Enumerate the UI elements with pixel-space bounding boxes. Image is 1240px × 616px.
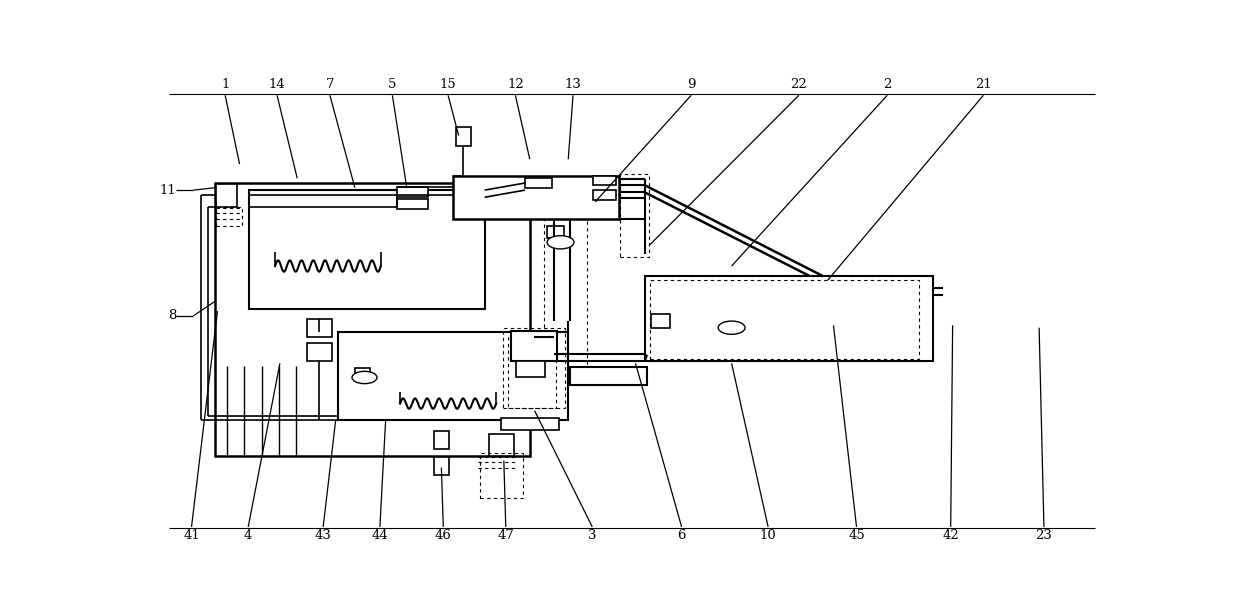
Bar xyxy=(490,434,515,456)
Bar xyxy=(651,314,670,328)
Bar xyxy=(306,319,332,337)
Bar xyxy=(501,418,558,430)
Bar xyxy=(355,368,371,378)
Text: 10: 10 xyxy=(760,529,776,542)
Circle shape xyxy=(718,321,745,334)
Text: 41: 41 xyxy=(184,529,200,542)
Bar xyxy=(306,343,332,361)
Text: 44: 44 xyxy=(372,529,388,542)
Text: 13: 13 xyxy=(564,78,582,91)
Bar xyxy=(525,178,552,188)
Bar xyxy=(216,207,243,225)
Text: 7: 7 xyxy=(326,78,334,91)
Text: 15: 15 xyxy=(440,78,456,91)
Text: 5: 5 xyxy=(388,78,397,91)
Bar xyxy=(593,176,616,185)
Text: 3: 3 xyxy=(588,529,596,542)
Bar xyxy=(456,127,471,146)
Text: 47: 47 xyxy=(497,529,515,542)
Text: 8: 8 xyxy=(167,309,176,322)
Bar xyxy=(547,225,564,238)
Bar xyxy=(593,190,616,200)
Bar xyxy=(249,190,485,309)
Text: 23: 23 xyxy=(1035,529,1053,542)
Text: 1: 1 xyxy=(221,78,229,91)
Bar xyxy=(516,361,546,378)
Bar xyxy=(434,456,449,475)
Text: 42: 42 xyxy=(942,529,959,542)
Text: 45: 45 xyxy=(848,529,866,542)
Bar xyxy=(650,280,919,359)
Text: 9: 9 xyxy=(687,78,696,91)
Bar xyxy=(215,183,529,456)
Text: 4: 4 xyxy=(244,529,253,542)
Text: 22: 22 xyxy=(790,78,807,91)
Text: 21: 21 xyxy=(975,78,992,91)
Text: 46: 46 xyxy=(435,529,451,542)
Text: 12: 12 xyxy=(507,78,523,91)
Bar xyxy=(847,279,868,298)
Circle shape xyxy=(352,371,377,384)
Bar xyxy=(570,367,647,384)
Bar xyxy=(337,333,568,420)
Text: 2: 2 xyxy=(883,78,892,91)
Bar xyxy=(434,431,449,448)
Bar xyxy=(645,275,934,361)
Bar xyxy=(620,174,649,256)
Text: 14: 14 xyxy=(269,78,285,91)
Bar xyxy=(480,453,523,498)
Bar xyxy=(511,331,557,361)
Text: 11: 11 xyxy=(160,184,176,197)
Text: 6: 6 xyxy=(677,529,686,542)
Text: 43: 43 xyxy=(315,529,331,542)
Bar xyxy=(507,337,556,408)
Bar xyxy=(453,176,619,219)
Bar xyxy=(397,187,428,197)
Bar xyxy=(503,328,565,408)
Bar xyxy=(216,184,237,207)
Circle shape xyxy=(547,236,574,249)
Bar xyxy=(544,219,588,368)
Bar xyxy=(397,199,428,209)
